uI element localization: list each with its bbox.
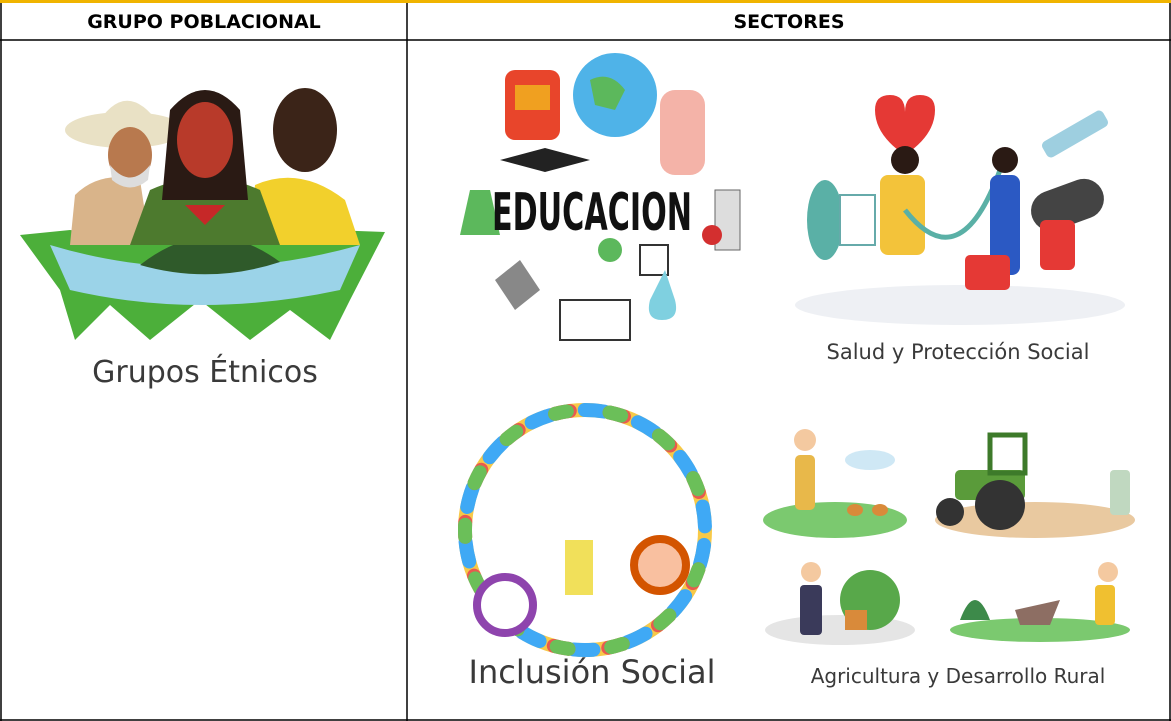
ethnic-groups-illustration [20,88,385,340]
sector-caption: Agricultura y Desarrollo Rural [811,664,1106,688]
education-illustration [460,53,741,341]
group-caption: Grupos Étnicos [92,354,318,390]
sector-caption: Salud y Protección Social [827,340,1090,364]
education-label: EDUCACION [492,183,692,243]
agriculture-illustration [763,429,1135,645]
sector-caption: Inclusión Social [469,653,716,691]
header-cell: GRUPO POBLACIONAL [87,11,321,33]
inclusion-illustration [458,403,712,657]
header-cell: SECTORES [733,11,844,33]
health-illustration [795,95,1125,325]
